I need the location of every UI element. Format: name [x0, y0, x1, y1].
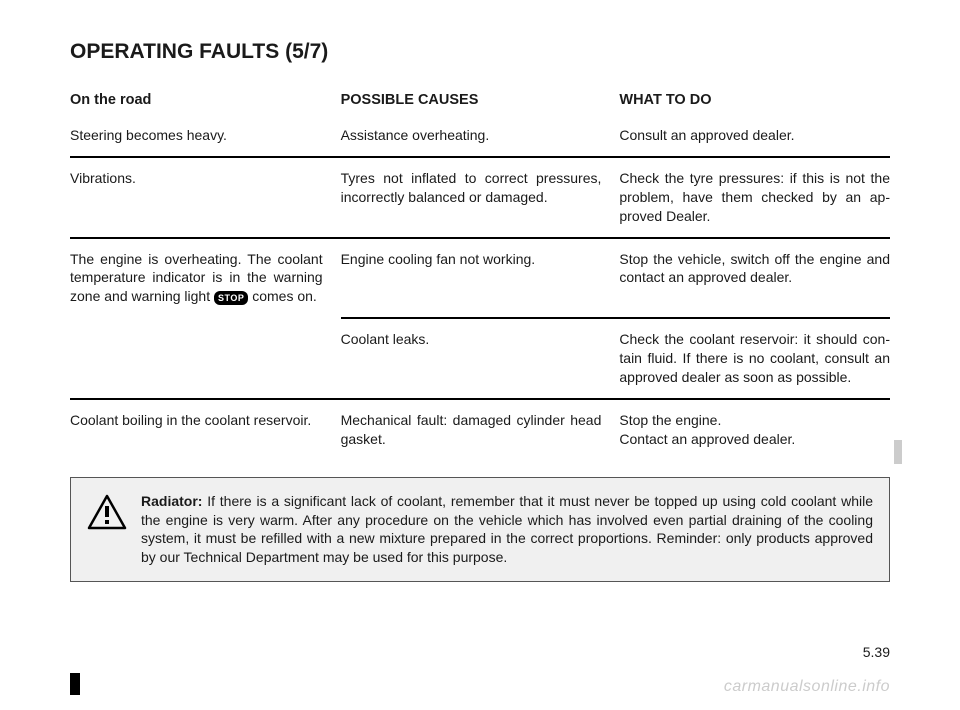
- cell-action: Stop the vehicle, switch off the engine …: [619, 250, 890, 307]
- stop-icon: STOP: [214, 291, 248, 305]
- note-body: If there is a significant lack of coolan…: [141, 493, 873, 566]
- row-separator: [70, 156, 890, 158]
- row-separator-partial: [341, 317, 890, 319]
- cell-action: Consult an approved dealer.: [619, 126, 890, 145]
- cell-action: Stop the engine. Contact an approved dea…: [619, 411, 890, 449]
- table-row: Coolant leaks. Check the coolant reservo…: [70, 322, 890, 395]
- cell-symptom: Vibrations.: [70, 169, 341, 226]
- crop-mark: [70, 673, 80, 700]
- note-text: Radiator: If there is a significant lack…: [141, 492, 873, 568]
- table-row: The engine is overheating. The cool­ant …: [70, 242, 890, 315]
- faults-table: On the road POSSIBLE CAUSES WHAT TO DO S…: [70, 92, 890, 457]
- cell-cause: Tyres not inflated to correct pres­sures…: [341, 169, 620, 226]
- row-separator: [70, 398, 890, 400]
- mark-icon: [70, 673, 80, 695]
- page-number: 5.39: [863, 644, 890, 660]
- table-row: Coolant boiling in the coolant reser­voi…: [70, 403, 890, 457]
- title-sub: (5/7): [285, 40, 328, 63]
- cell-cause: Assistance overheating.: [341, 126, 620, 145]
- manual-page: OPERATING FAULTS (5/7) On the road POSSI…: [0, 0, 960, 582]
- cell-cause: Engine cooling fan not working.: [341, 250, 620, 307]
- header-action: WHAT TO DO: [619, 92, 890, 108]
- warning-icon: [87, 494, 127, 535]
- cell-cause: Mechanical fault: damaged cylinder head …: [341, 411, 620, 449]
- header-symptom: On the road: [70, 92, 341, 108]
- cell-symptom: [70, 330, 341, 387]
- cell-action: Check the coolant reservoir: it should c…: [619, 330, 890, 387]
- radiator-note: Radiator: If there is a significant lack…: [70, 477, 890, 583]
- page-title: OPERATING FAULTS (5/7): [70, 40, 890, 64]
- section-tab: [894, 440, 902, 464]
- note-lead: Radiator:: [141, 493, 202, 509]
- table-row: Vibrations. Tyres not inflated to correc…: [70, 161, 890, 234]
- title-main: OPERATING FAULTS: [70, 40, 279, 63]
- cell-symptom: The engine is overheating. The cool­ant …: [70, 250, 341, 307]
- watermark: carmanualsonline.info: [724, 678, 890, 696]
- table-row: Steering becomes heavy. Assistance overh…: [70, 118, 890, 153]
- cell-symptom: Coolant boiling in the coolant reser­voi…: [70, 411, 341, 449]
- cell-action: Check the tyre pressures: if this is not…: [619, 169, 890, 226]
- row-separator: [70, 237, 890, 239]
- table-header-row: On the road POSSIBLE CAUSES WHAT TO DO: [70, 92, 890, 118]
- header-causes: POSSIBLE CAUSES: [341, 92, 620, 108]
- cell-cause: Coolant leaks.: [341, 330, 620, 387]
- cell-text-post: comes on.: [248, 288, 316, 304]
- cell-symptom: Steering becomes heavy.: [70, 126, 341, 145]
